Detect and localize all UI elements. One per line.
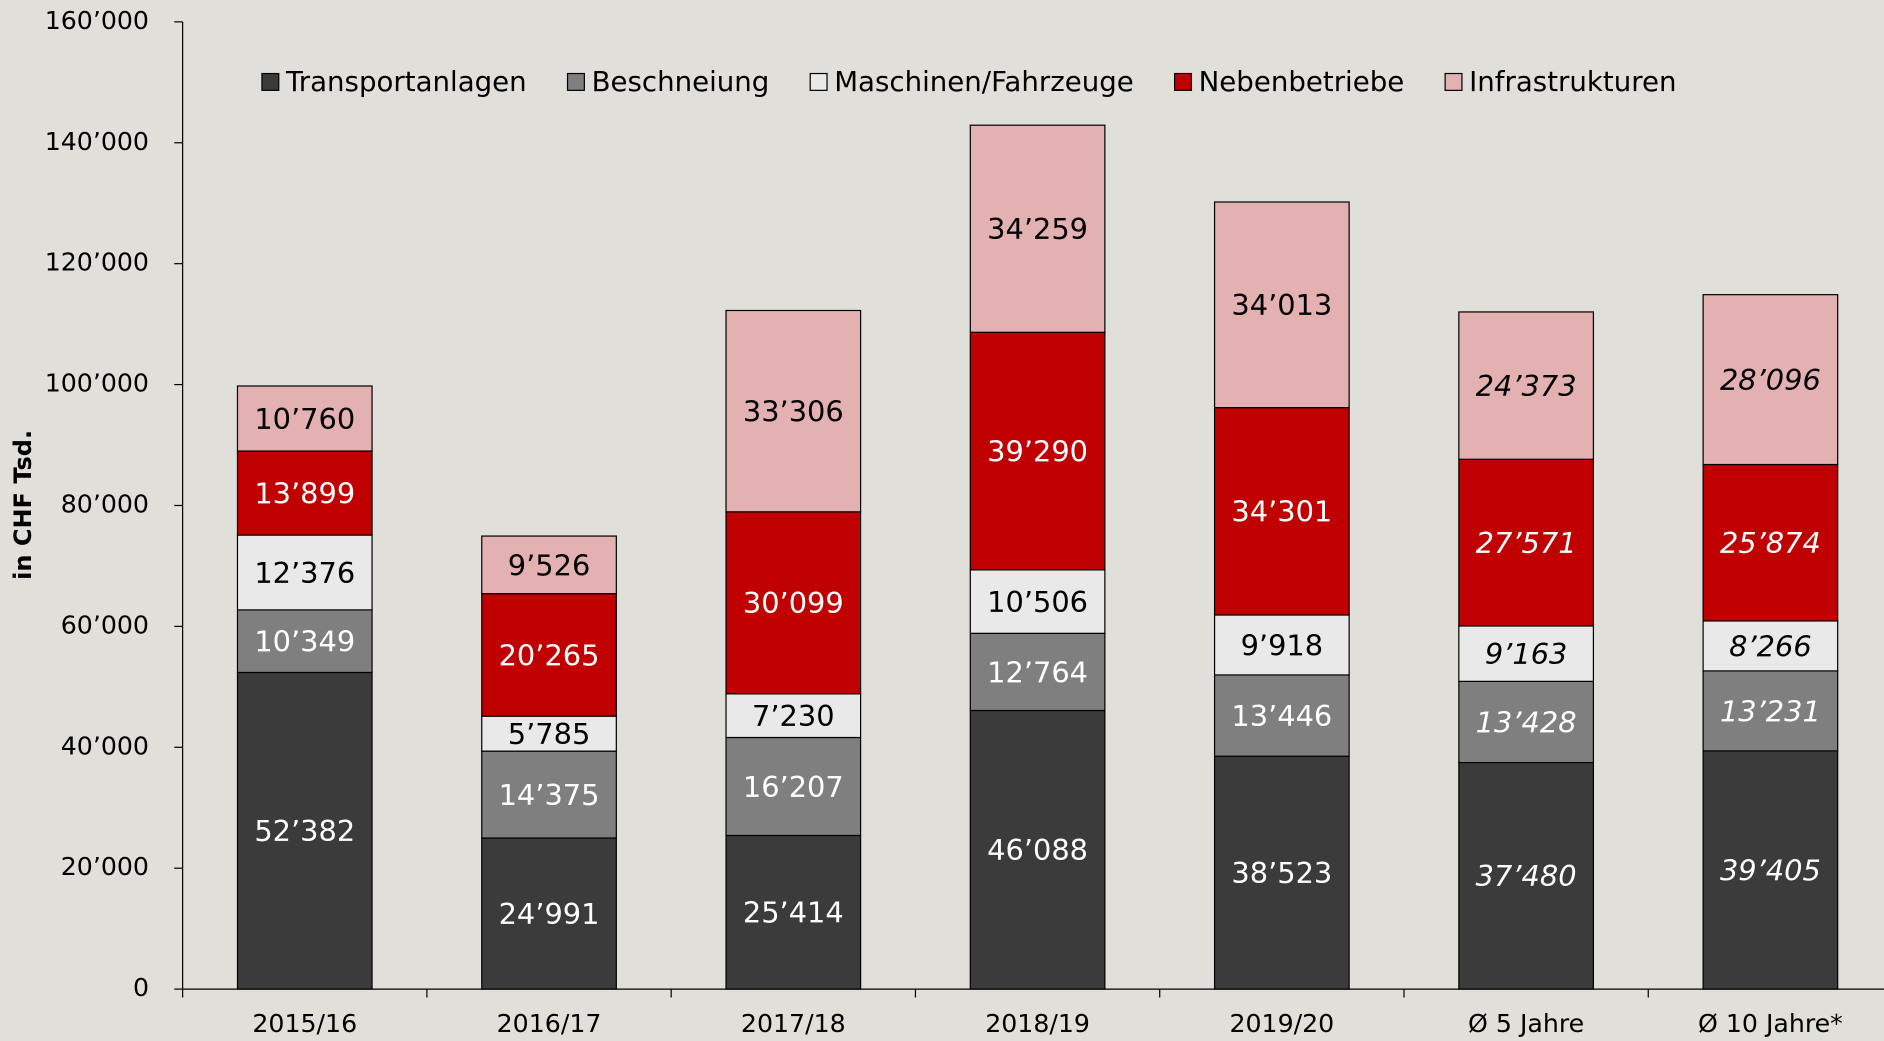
x-tick-label: 2019/20 <box>1229 1009 1334 1038</box>
value-label: 14’375 <box>499 778 600 812</box>
legend-swatch <box>809 72 828 91</box>
bar-segment <box>1458 761 1595 990</box>
x-tick-label: 2016/17 <box>497 1009 602 1038</box>
bar-segment <box>481 750 617 839</box>
value-label: 7’230 <box>752 699 835 733</box>
x-tick-label: Ø 10 Jahre* <box>1698 1009 1843 1038</box>
value-label: 33’306 <box>743 395 844 429</box>
value-label: 34’301 <box>1231 495 1332 529</box>
x-tick-label: 2018/19 <box>985 1009 1090 1038</box>
value-label: 10’506 <box>987 585 1088 619</box>
value-label: 24’991 <box>499 897 600 931</box>
value-label: 37’480 <box>1476 859 1577 893</box>
legend-swatch <box>1174 72 1193 91</box>
value-label: 34’259 <box>987 212 1088 246</box>
bar-segment <box>1458 458 1595 627</box>
y-axis-label: in CHF Tsd. <box>9 430 37 580</box>
bar-segment <box>1213 674 1350 757</box>
bar-segment <box>1702 670 1839 752</box>
bar-segment <box>969 632 1106 712</box>
y-tick-label: 120’000 <box>45 248 149 277</box>
value-label: 39’405 <box>1720 853 1821 887</box>
bar-segment <box>481 593 617 717</box>
value-label: 10’760 <box>254 402 355 436</box>
bar-segment <box>1458 680 1595 764</box>
bar-segment <box>1702 463 1839 622</box>
legend-label: Infrastrukturen <box>1469 65 1676 98</box>
bar-segment <box>969 124 1106 333</box>
x-tick-label: Ø 5 Jahre <box>1468 1009 1584 1038</box>
bar-segment <box>481 535 617 595</box>
bar-segment <box>1702 620 1839 672</box>
value-label: 13’899 <box>254 476 355 510</box>
x-tick-label: 2017/18 <box>741 1009 846 1038</box>
value-label: 9’163 <box>1485 637 1568 671</box>
value-label: 38’523 <box>1231 856 1332 890</box>
bar-segment <box>1213 614 1350 676</box>
legend-swatch <box>261 72 280 91</box>
value-label: 52’382 <box>254 814 355 848</box>
value-label: 13’231 <box>1720 694 1821 728</box>
value-label: 34’013 <box>1231 288 1332 322</box>
bar-segment <box>481 837 617 990</box>
bar-segment <box>1702 750 1839 990</box>
bar-segment <box>481 715 617 752</box>
value-label: 13’428 <box>1476 705 1577 739</box>
bar-segment <box>725 309 862 513</box>
bar-segment <box>969 331 1106 571</box>
value-label: 20’265 <box>499 638 600 672</box>
y-tick-label: 40’000 <box>61 731 149 760</box>
value-label: 9’918 <box>1241 628 1324 662</box>
value-label: 46’088 <box>987 833 1088 867</box>
bar-segment <box>969 569 1106 634</box>
value-label: 25’874 <box>1720 526 1821 560</box>
bar-segment <box>1213 407 1350 616</box>
y-tick-label: 0 <box>133 973 149 1002</box>
bar-segment <box>725 511 862 695</box>
value-label: 10’349 <box>254 625 355 659</box>
value-label: 16’207 <box>743 770 844 804</box>
bar-segment <box>1213 755 1350 990</box>
legend-label: Beschneiung <box>592 65 770 98</box>
value-label: 9’526 <box>508 548 591 582</box>
bar-segment <box>236 671 373 990</box>
y-tick-label: 20’000 <box>61 852 149 881</box>
bar-segment <box>1213 201 1350 409</box>
legend-label: Nebenbetriebe <box>1199 65 1405 98</box>
value-label: 30’099 <box>743 586 844 620</box>
legend-swatch <box>566 72 585 91</box>
value-label: 39’290 <box>987 434 1088 468</box>
y-tick-label: 140’000 <box>45 127 149 156</box>
bar-segment <box>969 709 1106 990</box>
legend-label: Transportanlagen <box>285 65 527 98</box>
value-label: 24’373 <box>1476 369 1577 403</box>
bar-segment <box>236 385 373 452</box>
y-tick-label: 80’000 <box>61 489 149 518</box>
legend-swatch <box>1444 72 1463 91</box>
value-label: 25’414 <box>743 896 844 930</box>
y-tick-label: 160’000 <box>45 6 149 35</box>
legend-label: Maschinen/Fahrzeuge <box>834 65 1134 98</box>
y-tick-label: 60’000 <box>61 610 149 639</box>
bar-segment <box>1458 311 1595 460</box>
value-label: 12’764 <box>987 655 1088 689</box>
bar-segment <box>725 736 862 837</box>
bar-segment <box>236 609 373 674</box>
value-label: 13’446 <box>1231 699 1332 733</box>
value-label: 8’266 <box>1729 629 1812 663</box>
bar-segment <box>1702 294 1839 466</box>
value-label: 5’785 <box>508 717 591 751</box>
value-label: 12’376 <box>254 556 355 590</box>
value-label: 27’571 <box>1476 526 1577 560</box>
y-tick-label: 100’000 <box>45 369 149 398</box>
x-tick-label: 2015/16 <box>252 1009 357 1038</box>
value-label: 28’096 <box>1720 363 1821 397</box>
